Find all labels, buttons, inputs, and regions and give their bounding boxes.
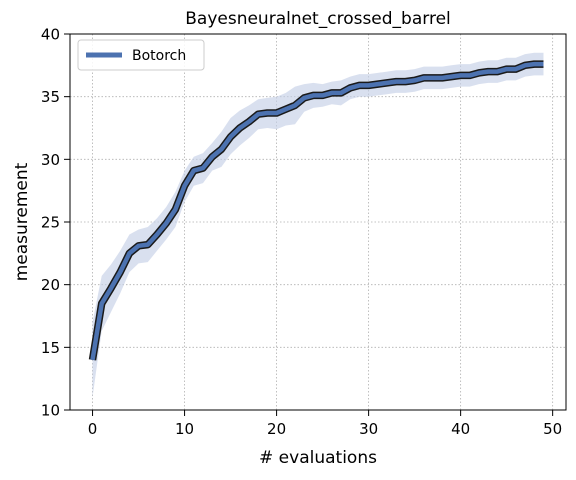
y-tick-label: 20 <box>41 276 60 294</box>
x-tick-label: 20 <box>267 420 286 438</box>
x-tick-label: 10 <box>175 420 194 438</box>
y-tick-label: 15 <box>41 339 60 357</box>
x-tick-label: 40 <box>451 420 470 438</box>
y-tick-label: 10 <box>41 402 60 420</box>
y-tick-label: 25 <box>41 214 60 232</box>
y-tick-label: 35 <box>41 88 60 106</box>
y-axis-label: measurement <box>12 162 32 281</box>
x-tick-label: 0 <box>88 420 98 438</box>
y-tick-label: 40 <box>41 26 60 44</box>
x-tick-label: 50 <box>543 420 562 438</box>
legend: Botorch <box>77 39 205 71</box>
series-line <box>90 61 544 361</box>
series-lines <box>88 60 544 361</box>
legend-label-botorch: Botorch <box>132 48 186 64</box>
x-axis-label: # evaluations <box>259 448 377 468</box>
x-ticks: 0 10 20 30 40 50 <box>88 410 562 438</box>
y-tick-label: 30 <box>41 151 60 169</box>
chart-title: Bayesneuralnet_crossed_barrel <box>185 9 451 29</box>
legend-box <box>77 39 205 71</box>
x-tick-label: 30 <box>359 420 378 438</box>
y-ticks: 10 15 20 25 30 35 40 <box>41 26 70 420</box>
series-line-outline <box>88 60 544 361</box>
